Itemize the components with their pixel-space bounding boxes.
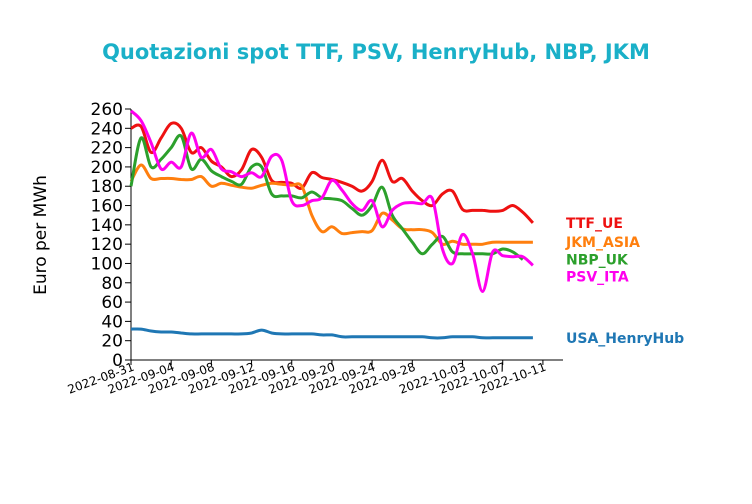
series-label-nbp-uk: NBP_UK bbox=[566, 253, 629, 269]
series-line-nbp-uk bbox=[129, 133, 524, 261]
series-line-psv-ita bbox=[129, 109, 534, 294]
series-lines bbox=[129, 109, 535, 340]
y-tick-label: 120 bbox=[91, 235, 123, 255]
y-tick-label: 160 bbox=[91, 197, 123, 217]
series-line-ttf-ue bbox=[130, 121, 535, 224]
y-tick-label: 40 bbox=[101, 312, 123, 332]
y-tick-label: 80 bbox=[101, 274, 123, 294]
series-label-ttf-ue: TTF_UE bbox=[566, 216, 623, 232]
y-tick-label: 140 bbox=[91, 216, 123, 236]
axes bbox=[130, 109, 563, 361]
y-tick-label: 100 bbox=[91, 254, 123, 274]
y-tick-label: 260 bbox=[91, 100, 123, 120]
series-line-jkm-asia bbox=[129, 163, 533, 246]
series-line-usa-henryhub bbox=[130, 327, 533, 340]
y-tick-label: 240 bbox=[91, 119, 123, 139]
chart-title: Quotazioni spot TTF, PSV, HenryHub, NBP,… bbox=[102, 40, 650, 64]
y-tick-label: 20 bbox=[101, 332, 123, 352]
y-tick-label: 180 bbox=[91, 177, 123, 197]
y-axis-label: Euro per MWh bbox=[31, 175, 51, 295]
x-axis-ticks: 2022-08-312022-09-042022-09-082022-09-12… bbox=[66, 360, 548, 397]
series-label-usa-henryhub: USA_HenryHub bbox=[566, 331, 684, 347]
y-tick-label: 200 bbox=[91, 158, 123, 178]
y-tick-label: 60 bbox=[101, 293, 123, 313]
y-tick-label: 0 bbox=[112, 351, 123, 371]
y-tick-label: 220 bbox=[91, 139, 123, 159]
series-label-jkm-asia: JKM_ASIA bbox=[565, 235, 640, 251]
series-label-psv-ita: PSV_ITA bbox=[566, 270, 629, 286]
